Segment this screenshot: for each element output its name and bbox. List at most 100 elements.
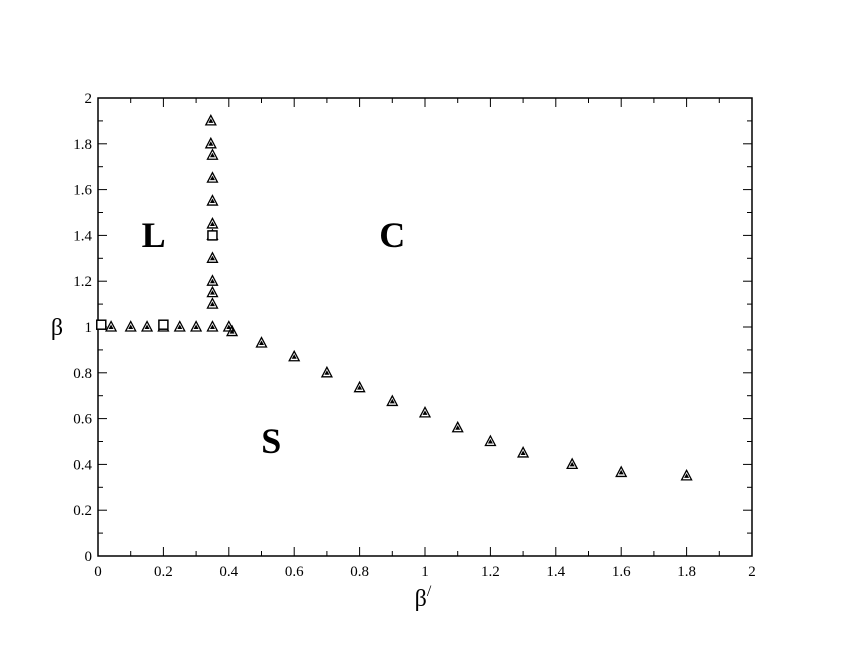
triangle-marker — [225, 324, 239, 337]
triangle-marker-outline — [206, 148, 219, 160]
triangle-marker-fill — [209, 301, 215, 307]
triangle-marker-fill — [128, 324, 134, 329]
triangle-marker-outline — [124, 320, 137, 332]
triangle-marker-fill — [226, 324, 232, 329]
triangle-marker-outline — [204, 136, 217, 149]
triangle-marker-fill — [291, 354, 297, 359]
y-tick-label: 0.2 — [73, 503, 92, 519]
x-tick-label: 0 — [94, 564, 102, 580]
x-tick-label: 1.2 — [481, 564, 500, 580]
triangle-marker — [615, 465, 628, 478]
y-tick-label: 1.8 — [73, 137, 92, 153]
triangle-marker-outline — [418, 405, 432, 418]
triangle-marker-outline — [206, 274, 219, 286]
triangle-marker-fill — [209, 175, 215, 181]
x-tick-label: 0.2 — [154, 564, 173, 580]
x-tick-label: 1.8 — [677, 564, 696, 580]
triangle-marker — [206, 285, 219, 298]
triangle-marker-outline — [680, 468, 693, 481]
triangle-marker — [124, 320, 137, 332]
triangle-marker-outline — [386, 394, 399, 407]
triangle-marker-outline — [566, 457, 579, 470]
triangle-marker-fill — [487, 439, 493, 444]
triangle-marker — [204, 136, 217, 149]
triangle-marker-fill — [177, 324, 183, 329]
triangle-marker — [140, 320, 154, 332]
triangle-marker — [353, 380, 366, 393]
triangle-marker-outline — [140, 320, 154, 332]
triangle-marker-fill — [684, 473, 690, 478]
triangle-marker-outline — [225, 324, 239, 337]
triangle-marker-outline — [320, 365, 333, 378]
x-axis-title-main: β — [415, 586, 427, 612]
x-tick-label: 0.4 — [219, 564, 238, 580]
region-annotations: L C S — [142, 215, 406, 461]
triangle-marker — [206, 171, 219, 183]
y-tick-label: 1.4 — [73, 228, 92, 244]
triangle-marker — [206, 148, 219, 160]
triangle-marker-outline — [173, 320, 186, 332]
y-axis-title: β — [51, 315, 63, 341]
triangle-marker-fill — [569, 461, 575, 467]
y-tick-label: 0 — [85, 549, 93, 565]
axis-ticks — [97, 97, 753, 557]
triangle-marker — [206, 217, 219, 229]
triangle-marker-fill — [209, 152, 215, 158]
y-tick-label: 0.8 — [73, 366, 92, 382]
y-tick-label: 2 — [85, 91, 93, 107]
y-tick-label: 1.6 — [73, 183, 92, 199]
y-tick-label: 1.2 — [73, 274, 92, 290]
triangle-marker-fill — [229, 329, 235, 334]
triangle-marker-outline — [206, 320, 219, 332]
triangle-marker-outline — [204, 114, 217, 126]
triangle-marker — [418, 405, 432, 418]
triangle-marker — [190, 320, 203, 332]
region-label-l: L — [142, 215, 166, 255]
triangle-marker-fill — [144, 324, 150, 329]
triangle-marker-outline — [206, 285, 219, 298]
triangle-marker — [451, 420, 464, 433]
triangle-marker — [206, 194, 219, 206]
triangle-marker — [484, 434, 497, 447]
triangle-marker — [173, 320, 186, 332]
triangle-marker — [288, 349, 301, 362]
triangle-marker — [255, 336, 268, 348]
triangle-marker-outline — [206, 297, 219, 309]
triangle-marker-fill — [259, 340, 264, 346]
triangle-marker-outline — [206, 217, 219, 229]
triangle-marker-fill — [455, 425, 461, 430]
x-axis-title: β/ — [415, 583, 432, 612]
region-label-s: S — [261, 421, 281, 461]
triangle-marker — [517, 446, 530, 458]
triangle-marker-fill — [208, 141, 214, 146]
triangle-marker — [206, 320, 219, 332]
triangle-marker — [206, 251, 219, 263]
square-marker — [158, 319, 169, 330]
triangle-marker-fill — [209, 290, 215, 295]
triangle-marker-outline — [206, 171, 219, 183]
triangle-marker-fill — [618, 469, 624, 475]
triangle-marker-fill — [422, 410, 428, 415]
triangle-marker-outline — [105, 320, 118, 332]
triangle-marker — [206, 274, 219, 286]
square-marker — [96, 319, 107, 330]
x-tick-label: 1 — [421, 564, 429, 580]
region-label-c: C — [379, 215, 405, 255]
triangle-marker-outline — [288, 349, 301, 362]
triangle-marker — [320, 365, 333, 378]
y-tick-label: 1 — [85, 320, 93, 336]
triangle-marker-outline — [484, 434, 497, 447]
triangle-marker-fill — [209, 324, 215, 329]
triangle-marker-fill — [357, 385, 363, 390]
triangle-marker-outline — [206, 194, 219, 206]
triangle-marker-fill — [209, 198, 215, 204]
triangle-marker-outline — [190, 320, 203, 332]
x-axis-title-prime: / — [427, 583, 432, 600]
triangle-marker-fill — [108, 324, 114, 329]
triangle-marker-fill — [324, 370, 330, 375]
x-tick-label: 1.6 — [612, 564, 631, 580]
triangle-marker-outline — [615, 465, 628, 478]
triangle-marker — [206, 297, 219, 309]
x-tick-label: 0.8 — [350, 564, 369, 580]
